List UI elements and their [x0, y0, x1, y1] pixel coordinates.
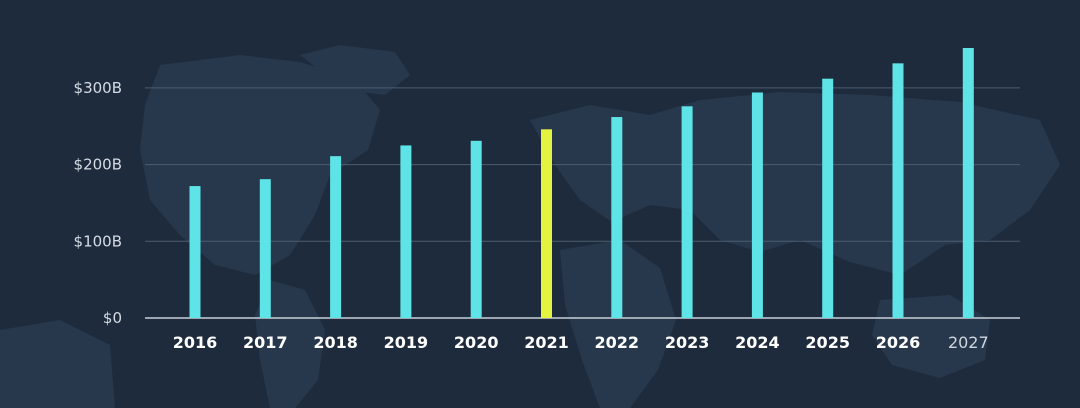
bar-2025	[822, 78, 834, 318]
y-tick-label: $200B	[74, 156, 122, 174]
y-tick-label: $0	[103, 309, 122, 327]
bar-2027	[962, 48, 974, 318]
x-tick-label-2019: 2019	[384, 333, 429, 352]
x-tick-label-2024: 2024	[735, 333, 780, 352]
bar-2019	[400, 145, 412, 318]
gridlines	[145, 87, 1020, 319]
x-tick-label-2027: 2027	[948, 333, 989, 352]
bar-2016	[189, 186, 201, 318]
y-tick-label: $300B	[74, 79, 122, 97]
bars	[189, 48, 974, 318]
y-tick-label: $100B	[74, 232, 122, 250]
x-tick-label-2026: 2026	[876, 333, 921, 352]
bar-2024	[751, 92, 763, 318]
bar-2017	[259, 179, 271, 318]
x-tick-label-2025: 2025	[805, 333, 850, 352]
bar-2023	[681, 106, 693, 318]
x-tick-label-2016: 2016	[173, 333, 218, 352]
x-tick-label-2020: 2020	[454, 333, 499, 352]
x-tick-label-2022: 2022	[595, 333, 640, 352]
bar-2018	[330, 156, 342, 318]
x-tick-label-2021: 2021	[524, 333, 569, 352]
y-axis-tick-labels: $0 $100B $200B $300B	[74, 79, 122, 327]
x-tick-label-2017: 2017	[243, 333, 288, 352]
x-tick-label-2018: 2018	[313, 333, 358, 352]
bar-2021	[541, 129, 552, 318]
bar-2020	[470, 140, 482, 318]
x-axis-tick-labels: 2016 2017 2018 2019 2020 2021 2022 2023 2024 2025…	[173, 333, 989, 352]
bar-2022	[611, 117, 623, 318]
x-tick-label-2023: 2023	[665, 333, 710, 352]
bar-2026	[892, 63, 904, 318]
